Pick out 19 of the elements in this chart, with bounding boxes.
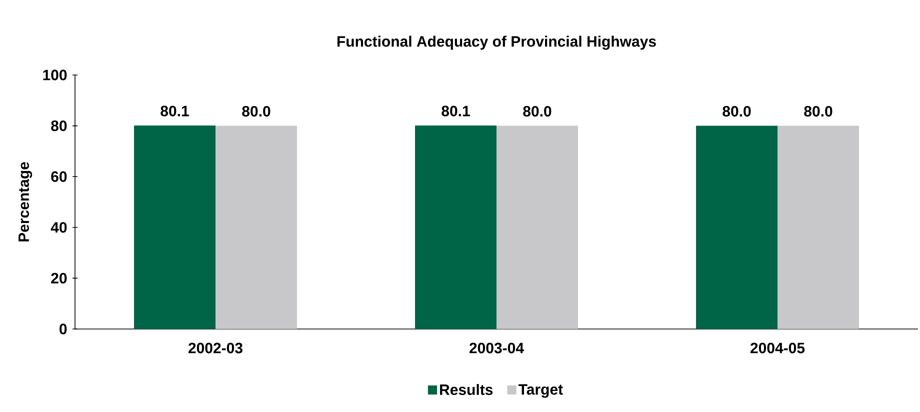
y-tick-label: 80 <box>51 120 67 132</box>
x-tick-label: 2004-05 <box>750 342 805 354</box>
data-label: 80.0 <box>242 106 270 117</box>
y-tick-label: 40 <box>50 222 67 233</box>
data-label: 80.1 <box>160 106 189 116</box>
data-label: 80.0 <box>722 106 751 117</box>
legend-label: Target <box>518 384 563 398</box>
x-tick-label: 2003-04 <box>470 342 524 354</box>
data-label: 80.1 <box>442 106 470 116</box>
y-tick-label: 0 <box>60 324 67 334</box>
data-label: 80.0 <box>523 106 552 117</box>
legend-label: Results <box>440 384 493 396</box>
y-tick-label: 100 <box>43 70 67 80</box>
data-label: 80.0 <box>804 106 832 117</box>
chart-title: Functional Adequacy of Provincial Highways <box>337 36 656 50</box>
y-axis-title: Percentage <box>18 162 32 242</box>
x-tick-label: 2002-03 <box>188 342 242 354</box>
y-tick-label: 20 <box>51 272 67 284</box>
y-tick-label: 60 <box>51 171 67 182</box>
